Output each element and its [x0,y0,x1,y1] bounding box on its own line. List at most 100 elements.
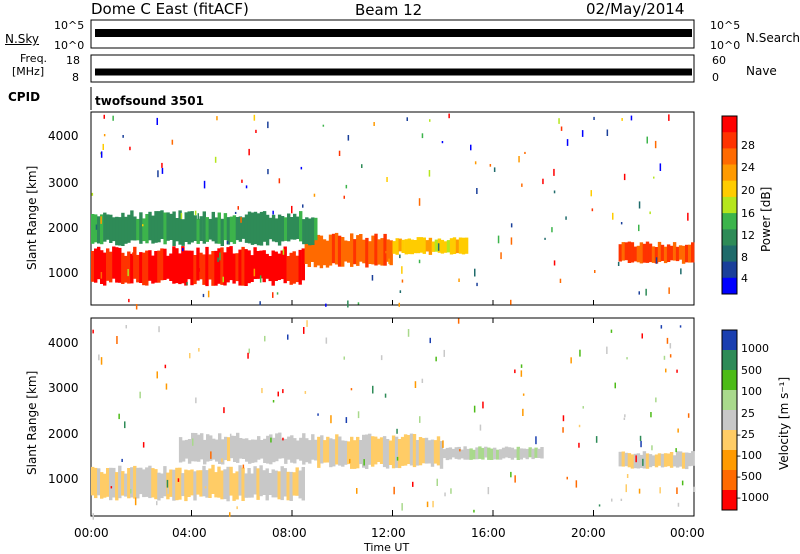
vel-region-1-cell [197,434,201,462]
vel-echo [623,417,626,420]
power-region-0-cell [187,250,191,280]
power-region-0-cell [229,246,233,281]
vel-region-2-cell [332,439,336,467]
vel-region-0-cell [106,468,110,497]
power-region-4-cell [688,244,692,263]
power-echo [560,126,563,131]
power-echo [401,279,404,283]
vel-region-4-cell [685,452,689,470]
vel-region-0-cell [142,469,146,498]
vel-region-4-cell [678,451,683,467]
power-region-2-cell [464,237,469,254]
power-echo [300,166,303,170]
vel-region-0-cell [271,469,275,498]
power-region-3-cell [118,217,122,246]
vel-echo [167,487,169,494]
power-colorbar-swatch [722,164,737,182]
power-echo [421,133,424,139]
power-region-3-cell [265,214,270,246]
power-region-1-cell [325,240,330,268]
power-echo [655,257,658,264]
vel-echo [350,388,353,391]
vel-region-4-cell [624,452,629,467]
power-region-3-cell [145,214,149,244]
power-region-0-cell [262,250,266,283]
power-echo [493,167,496,172]
power-region-3-cell [220,218,224,246]
power-region-3-cell [250,212,255,245]
power-echo [102,143,104,150]
power-echo [156,117,158,125]
date-label: 02/May/2014 [586,0,685,18]
power-echo [654,140,657,149]
power-region-0-cell [259,250,263,279]
power-echo [406,117,408,121]
vel-region-2-cell [359,440,363,465]
power-region-3-cell [97,216,101,244]
vel-cb-tick-500: 500 [741,364,762,377]
vel-echo [380,355,383,361]
power-region-3-cell [262,211,267,242]
power-region-3-cell [229,216,234,243]
vel-echo [270,437,272,443]
vel-region-0-cell [205,470,209,498]
power-region-0-cell [214,250,218,286]
vel-echo [242,464,245,469]
vel-echo [473,509,475,513]
vel-region-4-cell [630,454,635,469]
power-echo [428,170,431,177]
vel-region-0-cell [172,469,176,501]
power-echo [217,257,219,262]
power-region-0-cell [271,250,275,286]
power-echo [470,144,472,151]
power-region-2-cell [419,237,423,253]
power-region-4-cell [633,246,638,262]
vel-region-4-cell [645,453,650,469]
power-region-3-cell [163,212,167,245]
vel-echo [443,349,445,357]
power-region-1-cell [328,234,333,266]
vel-region-3-cell [498,449,503,460]
vel-region-2-cell [439,441,444,469]
power-echo [458,278,460,282]
power-echo [171,139,174,145]
power-region-0-cell [280,250,284,280]
power-region-0-cell [301,248,305,281]
power-region-1-cell [319,235,324,269]
vel-echo [248,348,250,354]
power-region-3-cell [271,214,276,242]
power-region-0-cell [250,255,254,282]
xtick-5: 20:00 [571,526,606,540]
power-echo [388,258,390,264]
freq-label-1: Freq. [20,52,48,65]
power-region-4-cell [678,245,683,260]
power-region-4-cell [645,241,650,263]
vel-region-3-cell [525,448,529,460]
vel-region-3-cell [528,447,532,458]
vel-region-2-cell [430,439,435,467]
vel-echo [429,337,431,344]
vel-region-3-cell [481,447,485,460]
power-echo [620,222,623,225]
power-region-2-cell [437,238,442,253]
power-region-2-cell [428,237,433,255]
vel-echo [372,385,374,394]
vel-echo [356,488,358,494]
power-echo [476,282,478,287]
power-echo [553,190,556,194]
power-region-2-cell [458,237,463,254]
vel-region-2-cell [347,441,351,465]
vel-region-0-cell [241,467,245,501]
vel-region-3-cell [537,448,541,458]
power-region-3-cell [124,216,128,244]
power-echo [441,141,444,144]
power-region-0-cell [202,254,206,285]
power-region-4-cell [672,242,677,261]
power-echo [500,252,502,260]
power-echo [551,227,553,233]
vel-region-0-cell [292,472,296,496]
power-region-0-cell [97,246,101,280]
power-region-0-cell [103,252,107,286]
vel-cb-tick-neg25: -25 [737,428,755,441]
vel-region-0-cell [145,467,149,497]
